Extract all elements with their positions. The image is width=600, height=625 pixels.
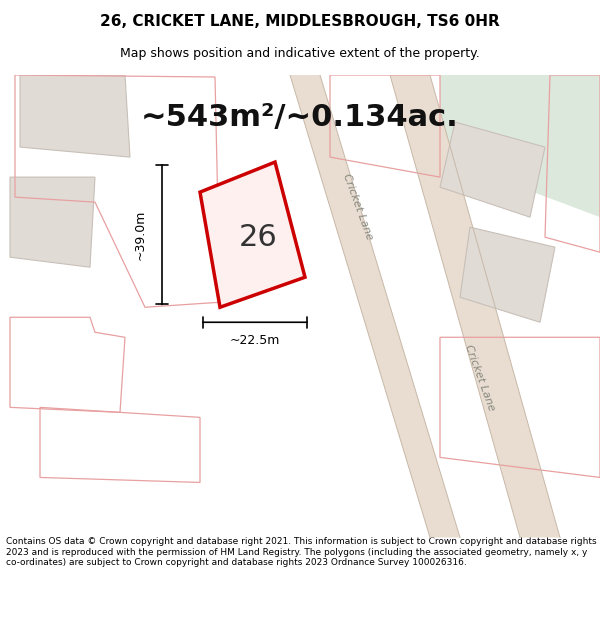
Polygon shape: [440, 75, 600, 217]
Text: Cricket Lane: Cricket Lane: [341, 173, 374, 242]
Text: ~543m²/~0.134ac.: ~543m²/~0.134ac.: [141, 102, 459, 131]
Polygon shape: [10, 177, 95, 268]
Text: Contains OS data © Crown copyright and database right 2021. This information is : Contains OS data © Crown copyright and d…: [6, 538, 596, 568]
Text: 26, CRICKET LANE, MIDDLESBROUGH, TS6 0HR: 26, CRICKET LANE, MIDDLESBROUGH, TS6 0HR: [100, 14, 500, 29]
Text: Map shows position and indicative extent of the property.: Map shows position and indicative extent…: [120, 48, 480, 61]
Polygon shape: [200, 162, 305, 308]
Text: ~39.0m: ~39.0m: [133, 209, 146, 260]
Text: Cricket Lane: Cricket Lane: [463, 342, 497, 412]
Polygon shape: [390, 75, 560, 538]
Polygon shape: [440, 122, 545, 217]
Polygon shape: [460, 227, 555, 322]
Polygon shape: [20, 75, 130, 157]
Text: ~22.5m: ~22.5m: [230, 334, 280, 347]
Polygon shape: [290, 75, 460, 538]
Text: 26: 26: [239, 222, 277, 252]
